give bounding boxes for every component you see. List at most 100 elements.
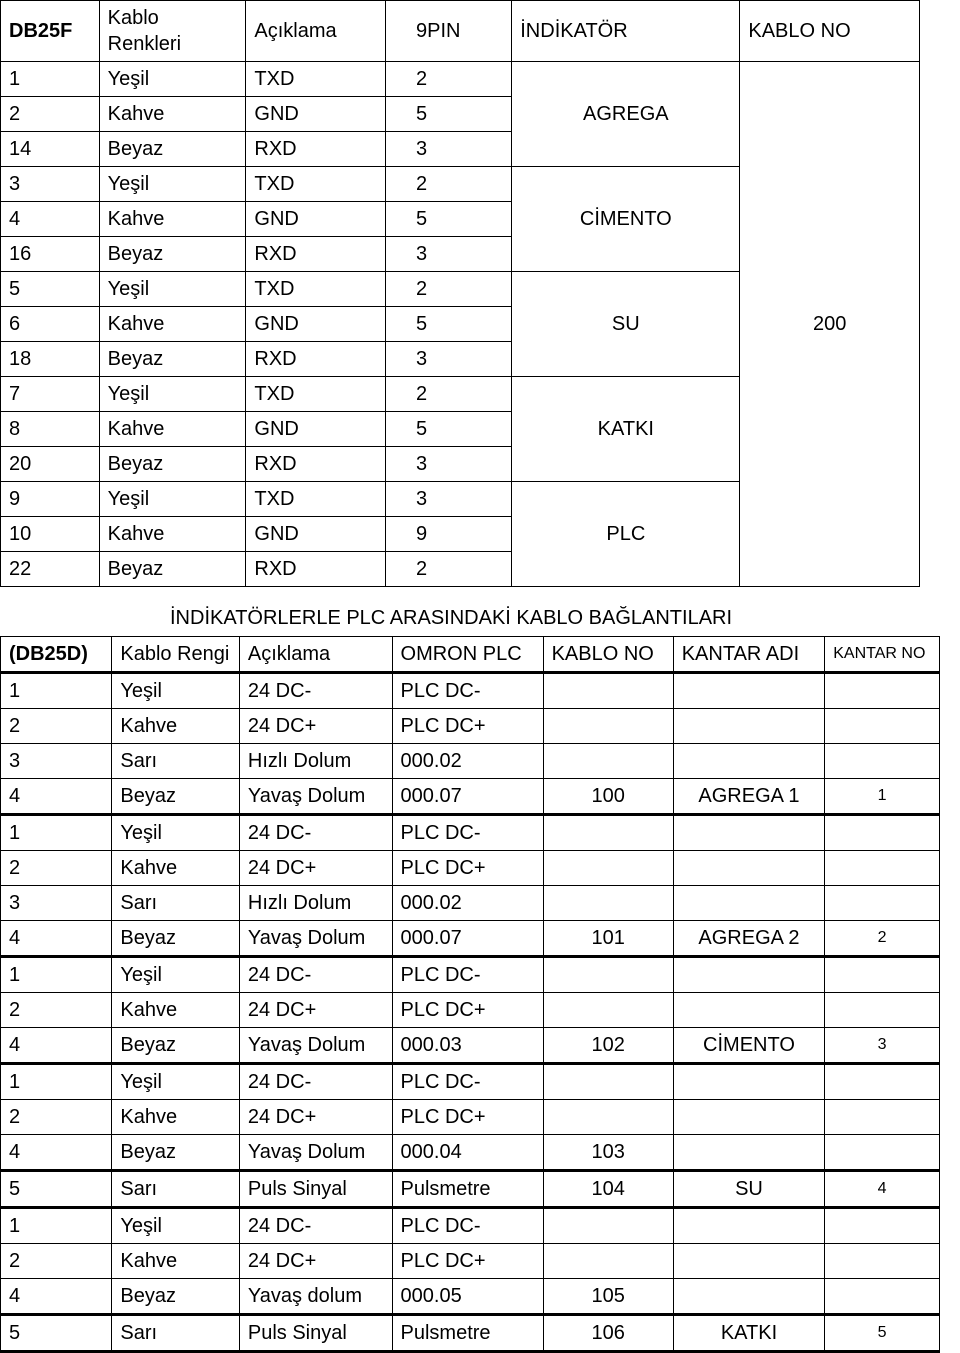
table1-cell: 3 xyxy=(386,237,512,272)
table2-cell: 24 DC+ xyxy=(239,851,392,886)
table1-cell: 3 xyxy=(386,447,512,482)
table1-cell: 2 xyxy=(386,62,512,97)
table2-cell: Yavaş Dolum xyxy=(239,1028,392,1064)
table2-cell: PLC DC- xyxy=(392,815,543,851)
table2-cell: PLC DC+ xyxy=(392,1244,543,1279)
table2-cell: Hızlı Dolum xyxy=(239,886,392,921)
table1-cell: Kahve xyxy=(99,517,246,552)
table2-header: KANTAR NO xyxy=(825,637,940,673)
table2-cell xyxy=(543,1064,673,1100)
table2-cell: PLC DC+ xyxy=(392,1100,543,1135)
table2-cell xyxy=(673,1135,825,1171)
table2-cell: AGREGA 2 xyxy=(673,921,825,957)
table2-cell: 1 xyxy=(1,1064,112,1100)
table2-cell: Kahve xyxy=(112,993,240,1028)
table2-cell xyxy=(673,886,825,921)
table2-cell xyxy=(825,851,940,886)
table1-cell: 5 xyxy=(386,412,512,447)
table2-cell: Yavaş dolum xyxy=(239,1279,392,1315)
table2-cell xyxy=(673,1244,825,1279)
table1-header: 9PIN xyxy=(386,1,512,62)
section-title: İNDİKATÖRLERLE PLC ARASINDAKİ KABLO BAĞL… xyxy=(170,607,960,630)
table1-cell: 14 xyxy=(1,132,100,167)
table2-cell xyxy=(825,815,940,851)
table2-cell xyxy=(543,744,673,779)
table2-cell: Sarı xyxy=(112,1315,240,1352)
table2-header: KANTAR ADI xyxy=(673,637,825,673)
table1-cell: 3 xyxy=(386,132,512,167)
table2-cell xyxy=(543,1208,673,1244)
table2-cell: 1 xyxy=(825,779,940,815)
table2-cell: 1 xyxy=(1,1208,112,1244)
table2-cell: 4 xyxy=(1,779,112,815)
table2-cell xyxy=(543,1244,673,1279)
table1-indicator: CİMENTO xyxy=(512,167,740,272)
table2-cell: 24 DC+ xyxy=(239,709,392,744)
table2-header: Kablo Rengi xyxy=(112,637,240,673)
table2-cell xyxy=(673,815,825,851)
table2-cell: Beyaz xyxy=(112,1028,240,1064)
table2-cell: Kahve xyxy=(112,1244,240,1279)
table2-cell: Yeşil xyxy=(112,673,240,709)
table1-cell: RXD xyxy=(246,342,386,377)
table2-cell: 24 DC- xyxy=(239,957,392,993)
table2-cell: Puls Sinyal xyxy=(239,1315,392,1352)
table1-cell: Beyaz xyxy=(99,237,246,272)
table2-cell xyxy=(543,815,673,851)
table1-cell: 5 xyxy=(1,272,100,307)
table2-cell: Yeşil xyxy=(112,1064,240,1100)
table2-cell xyxy=(673,851,825,886)
table2-cell xyxy=(673,673,825,709)
table2-cell: 000.05 xyxy=(392,1279,543,1315)
table2-cell: 2 xyxy=(1,1244,112,1279)
table1-cell: 3 xyxy=(386,482,512,517)
table2-cell: 2 xyxy=(825,921,940,957)
table2-cell: CİMENTO xyxy=(673,1028,825,1064)
table2-cell: Hızlı Dolum xyxy=(239,744,392,779)
table2-cell xyxy=(825,1208,940,1244)
table2-cell: 4 xyxy=(825,1171,940,1208)
table1-header: Açıklama xyxy=(246,1,386,62)
table1-cell: Yeşil xyxy=(99,272,246,307)
table2-cell xyxy=(825,709,940,744)
table1-cell: RXD xyxy=(246,447,386,482)
table1-cell: 1 xyxy=(1,62,100,97)
table2-cell: 000.07 xyxy=(392,779,543,815)
table2-cell: 4 xyxy=(1,1028,112,1064)
table2-cell: PLC DC+ xyxy=(392,709,543,744)
table1-cell: 9 xyxy=(386,517,512,552)
table2-cell: 5 xyxy=(1,1315,112,1352)
table2-cell: 2 xyxy=(1,1100,112,1135)
table2-cell xyxy=(543,993,673,1028)
table1-header: KABLO NO xyxy=(740,1,920,62)
table2-cell xyxy=(825,993,940,1028)
table1-cell: Beyaz xyxy=(99,552,246,587)
table1-cell: RXD xyxy=(246,132,386,167)
table2-cell: Sarı xyxy=(112,886,240,921)
table2-cell: 24 DC+ xyxy=(239,1244,392,1279)
table1-cell: 2 xyxy=(386,272,512,307)
table1-cell: Kahve xyxy=(99,307,246,342)
table1-indicator: KATKI xyxy=(512,377,740,482)
table2-header: KABLO NO xyxy=(543,637,673,673)
table1-cell: RXD xyxy=(246,552,386,587)
table2-cell: Pulsmetre xyxy=(392,1315,543,1352)
table2-cell: 4 xyxy=(1,921,112,957)
table2-cell xyxy=(543,673,673,709)
table1-cell: 22 xyxy=(1,552,100,587)
table1-cell: 2 xyxy=(1,97,100,132)
table2-cell: 24 DC- xyxy=(239,1208,392,1244)
table2-cell xyxy=(825,1064,940,1100)
table1-cell: TXD xyxy=(246,482,386,517)
table2-cell: 103 xyxy=(543,1135,673,1171)
table2-cell: PLC DC+ xyxy=(392,851,543,886)
table1-cell: TXD xyxy=(246,62,386,97)
table2-cell: Kahve xyxy=(112,709,240,744)
table2-cell: 4 xyxy=(1,1279,112,1315)
table1-cell: TXD xyxy=(246,272,386,307)
cable-table-1: DB25FKablo RenkleriAçıklama9PINİNDİKATÖR… xyxy=(0,0,920,587)
table2-cell: 3 xyxy=(1,744,112,779)
table2-cell: Kahve xyxy=(112,851,240,886)
table1-cell: Beyaz xyxy=(99,342,246,377)
table2-cell: 1 xyxy=(1,957,112,993)
